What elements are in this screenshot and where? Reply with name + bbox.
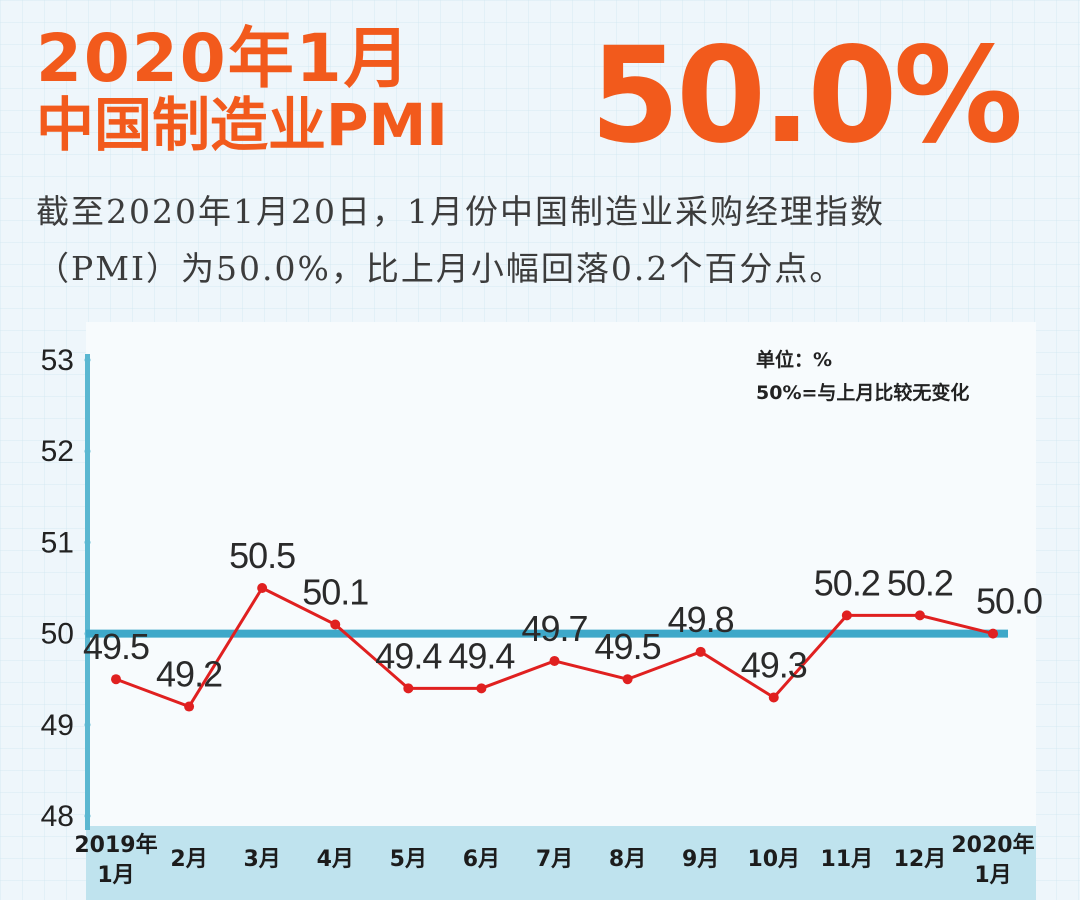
data-label: 49.3 bbox=[741, 644, 807, 685]
data-point bbox=[476, 683, 487, 694]
data-point bbox=[111, 674, 121, 685]
x-tick-label: 2月 bbox=[170, 847, 207, 872]
data-label: 49.8 bbox=[668, 599, 734, 640]
x-tick-label: 6月 bbox=[463, 847, 500, 872]
y-axis-line bbox=[85, 354, 90, 830]
data-point bbox=[622, 674, 633, 685]
x-tick-label: 8月 bbox=[609, 847, 646, 872]
y-tick-mark bbox=[84, 448, 91, 455]
y-tick-mark bbox=[84, 813, 91, 819]
x-tick-label: 10月 bbox=[747, 847, 800, 872]
data-point bbox=[695, 646, 706, 657]
x-tick-label: 9月 bbox=[682, 847, 719, 872]
headline-date: 2020年1月 bbox=[36, 20, 412, 97]
data-point bbox=[988, 628, 998, 639]
x-tick-label: 1月 bbox=[97, 863, 134, 888]
description-line-1: 截至2020年1月20日，1月份中国制造业采购经理指数 bbox=[36, 192, 885, 231]
y-tick-mark bbox=[84, 357, 91, 363]
y-tick-label: 53 bbox=[41, 344, 74, 377]
data-label: 49.4 bbox=[448, 635, 514, 676]
data-label: 49.5 bbox=[83, 626, 149, 667]
description-line-2: （PMI）为50.0%，比上月小幅回落0.2个百分点。 bbox=[36, 249, 845, 288]
x-tick-label: 2019年 bbox=[74, 832, 157, 858]
data-label: 50.1 bbox=[302, 571, 368, 612]
x-tick-label: 5月 bbox=[390, 847, 427, 872]
data-label: 49.2 bbox=[156, 654, 222, 695]
data-point bbox=[403, 683, 414, 694]
x-axis-band bbox=[86, 826, 1036, 900]
data-point bbox=[914, 610, 925, 621]
x-tick-label: 11月 bbox=[821, 847, 874, 872]
data-point bbox=[549, 655, 560, 666]
data-label: 50.0 bbox=[976, 581, 1042, 622]
data-label: 49.7 bbox=[521, 608, 587, 649]
x-tick-label: 2020年 bbox=[951, 832, 1034, 858]
data-label: 49.5 bbox=[595, 626, 661, 667]
x-tick-label: 4月 bbox=[317, 847, 354, 872]
data-label: 50.2 bbox=[887, 562, 953, 603]
data-point bbox=[330, 619, 341, 630]
data-label: 50.2 bbox=[814, 562, 880, 603]
x-tick-label: 3月 bbox=[244, 847, 281, 872]
y-tick-label: 52 bbox=[41, 435, 74, 468]
y-tick-mark bbox=[84, 539, 91, 546]
y-tick-label: 49 bbox=[41, 709, 74, 742]
y-tick-label: 48 bbox=[41, 800, 74, 833]
data-point bbox=[768, 692, 779, 703]
data-label: 50.5 bbox=[229, 535, 295, 576]
data-point bbox=[841, 610, 852, 621]
plot-area bbox=[86, 322, 1036, 826]
x-tick-label: 7月 bbox=[536, 847, 573, 872]
chart-reference-note: 50%=与上月比较无变化 bbox=[756, 382, 970, 404]
y-tick-label: 51 bbox=[41, 526, 74, 559]
y-tick-label: 50 bbox=[41, 618, 74, 651]
y-tick-mark bbox=[84, 721, 91, 728]
chart-unit-note: 单位：% bbox=[756, 349, 833, 371]
headline-subject: 中国制造业PMI bbox=[36, 91, 448, 159]
data-point bbox=[184, 701, 195, 712]
data-label: 49.4 bbox=[375, 635, 441, 676]
x-tick-label: 1月 bbox=[974, 863, 1011, 888]
x-tick-label: 12月 bbox=[894, 847, 947, 872]
headline-pmi-value: 50.0% bbox=[590, 19, 1023, 173]
data-point bbox=[257, 583, 268, 593]
